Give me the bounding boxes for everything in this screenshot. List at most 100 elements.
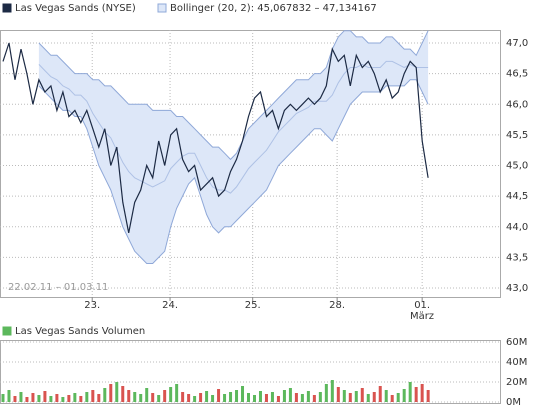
volume-bar: [37, 395, 41, 402]
y-tick-label: 44,0: [506, 222, 528, 233]
volume-bar: [384, 390, 388, 402]
volume-bar: [336, 387, 340, 402]
volume-frame: [0, 340, 501, 404]
volume-bar: [157, 395, 161, 402]
volume-bar: [312, 395, 316, 402]
y-tick-label: 20M: [506, 377, 527, 388]
legend-swatch: [2, 326, 12, 336]
y-tick-label: 45,5: [506, 130, 528, 141]
volume-bar: [426, 390, 430, 402]
y-tick-label: 45,0: [506, 161, 528, 172]
volume-bar: [390, 395, 394, 402]
legend-label: Las Vegas Sands Volumen: [15, 326, 145, 337]
volume-bar: [342, 390, 346, 402]
x-tick-label: 28.: [329, 300, 345, 311]
y-tick-label: 46,5: [506, 69, 528, 80]
volume-bar: [396, 393, 400, 402]
volume-bar: [324, 384, 328, 402]
volume-bar: [348, 393, 352, 402]
volume-bar: [193, 396, 197, 402]
y-tick-label: 0M: [506, 397, 521, 408]
bollinger-band: [38, 30, 429, 264]
volume-bar: [169, 387, 173, 402]
volume-bar: [121, 386, 125, 402]
legend-swatch: [157, 3, 167, 13]
volume-bar: [175, 384, 179, 402]
volume-bar: [7, 390, 11, 402]
volume-bar: [402, 389, 406, 402]
volume-bar: [300, 394, 304, 402]
volume-bar: [163, 390, 167, 402]
volume-bar: [133, 392, 137, 402]
y-tick-label: 40M: [506, 357, 527, 368]
volume-bar: [223, 394, 227, 402]
volume-bar: [258, 391, 262, 402]
legend-label: Las Vegas Sands (NYSE): [15, 3, 136, 14]
volume-bar: [378, 386, 382, 402]
volume-bar: [264, 394, 268, 402]
date-range: 22.02.11 – 01.03.11: [8, 282, 108, 293]
x-tick-label: 01.: [414, 300, 430, 311]
volume-bar: [127, 390, 131, 402]
volume-bar: [25, 397, 29, 402]
bollinger-upper: [38, 30, 429, 161]
volume-bar: [109, 384, 113, 402]
x-tick-label: 25.: [245, 300, 261, 311]
volume-bar: [288, 388, 292, 402]
volume-bar: [235, 390, 239, 402]
volume-bar: [85, 392, 89, 402]
y-tick-label: 47,0: [506, 38, 528, 49]
y-tick-label: 43,5: [506, 252, 528, 263]
volume-bar: [252, 395, 256, 402]
price-line: [2, 42, 429, 234]
volume-bar: [43, 391, 47, 402]
volume-bar: [241, 386, 245, 402]
volume-bar: [276, 396, 280, 402]
volume-bar: [414, 387, 418, 402]
price-frame: [0, 30, 501, 298]
volume-bar: [199, 393, 203, 402]
volume-bar: [151, 393, 155, 402]
volume-bar: [408, 382, 412, 402]
volume-bar: [420, 384, 424, 402]
legend-swatch: [2, 3, 12, 13]
y-tick-label: 60M: [506, 337, 527, 348]
volume-bar: [91, 390, 95, 402]
volume-bar: [49, 396, 53, 402]
y-tick-label: 46,0: [506, 99, 528, 110]
volume-bar: [145, 388, 149, 402]
volume-bar: [103, 388, 107, 402]
volume-bar: [282, 390, 286, 402]
x-tick-note: März: [410, 311, 434, 322]
legend-label: Bollinger (20, 2): 45,067832 – 47,134167: [170, 3, 377, 14]
volume-bar: [294, 393, 298, 402]
volume-bar: [181, 392, 185, 402]
volume-bar: [211, 395, 215, 402]
volume-bar: [61, 397, 65, 402]
x-tick-label: 24.: [162, 300, 178, 311]
volume-bar: [318, 392, 322, 402]
volume-bar: [205, 391, 209, 402]
volume-bar: [79, 396, 83, 402]
volume-bar: [97, 394, 101, 402]
volume-bar: [19, 392, 23, 402]
volume-bar: [217, 389, 221, 402]
bollinger-lower: [38, 79, 429, 264]
volume-bar: [31, 393, 35, 402]
volume-bar: [360, 388, 364, 402]
y-tick-label: 43,0: [506, 283, 528, 294]
volume-bar: [1, 394, 5, 402]
volume-bar: [366, 394, 370, 402]
volume-bar: [67, 395, 71, 402]
volume-bar: [372, 392, 376, 402]
volume-bar: [247, 393, 251, 402]
volume-bar: [270, 392, 274, 402]
volume-bar: [13, 396, 17, 402]
volume-bar: [55, 394, 59, 402]
volume-bar: [187, 394, 191, 402]
volume-bar: [229, 392, 233, 402]
volume-bar: [139, 394, 143, 402]
volume-bar: [306, 391, 310, 402]
volume-bar: [115, 382, 119, 402]
